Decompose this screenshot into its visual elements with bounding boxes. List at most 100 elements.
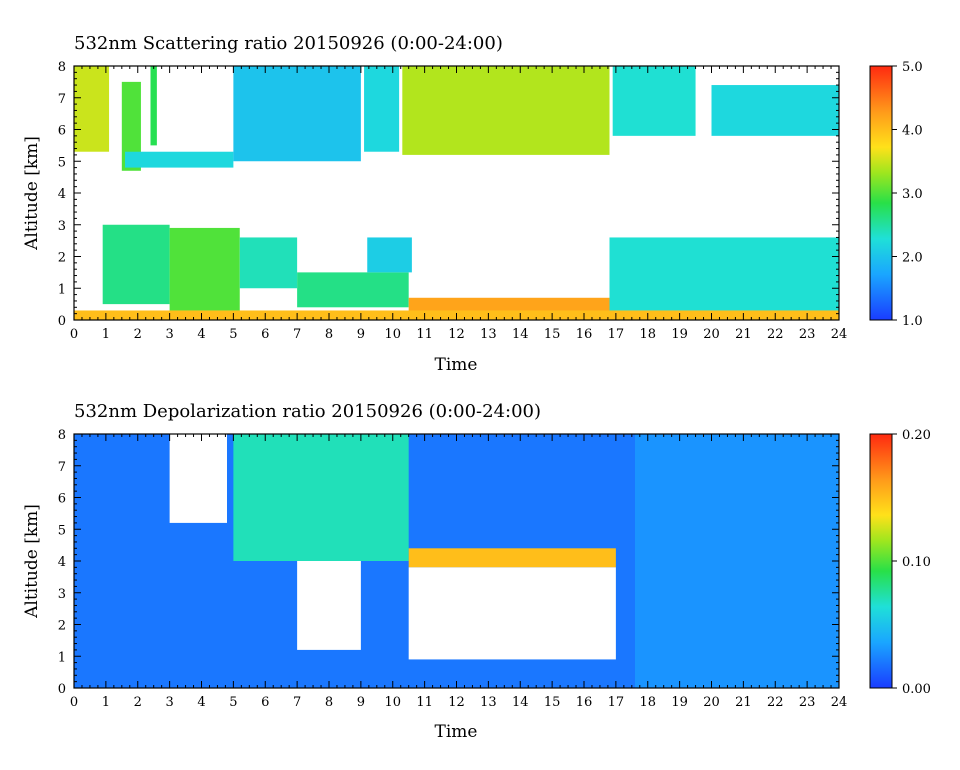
chart2-feature-4 bbox=[297, 561, 361, 650]
y-tick-label: 3 bbox=[58, 587, 66, 602]
x-tick-label: 6 bbox=[261, 327, 269, 342]
x-tick-label: 12 bbox=[448, 695, 465, 710]
colorbar-label: 1.0 bbox=[902, 314, 923, 329]
x-tick-label: 15 bbox=[544, 695, 561, 710]
x-tick-label: 11 bbox=[416, 327, 433, 342]
x-tick-label: 6 bbox=[261, 695, 269, 710]
x-tick-label: 8 bbox=[325, 695, 333, 710]
x-tick-label: 22 bbox=[767, 327, 784, 342]
y-tick-label: 4 bbox=[58, 555, 66, 570]
chart2-colorbar-ticks: 0.20 0.10 0.00 bbox=[892, 428, 931, 697]
x-tick-label: 3 bbox=[165, 695, 173, 710]
chart1-feature-1 bbox=[121, 81, 141, 171]
x-tick-label: 22 bbox=[767, 695, 784, 710]
x-tick-label: 21 bbox=[735, 327, 752, 342]
chart1-feature-4 bbox=[233, 66, 361, 162]
colorbar-label: 0.20 bbox=[902, 428, 931, 443]
y-tick-label: 8 bbox=[58, 428, 66, 443]
x-tick-label: 8 bbox=[325, 327, 333, 342]
x-tick-label: 9 bbox=[357, 695, 365, 710]
chart1-colorbar bbox=[869, 65, 893, 321]
chart1-colorbar-ticks: 5.0 4.0 3.0 2.0 1.0 bbox=[892, 60, 923, 329]
chart2-feature-7 bbox=[635, 434, 839, 688]
x-tick-label: 19 bbox=[671, 327, 688, 342]
x-tick-label: 20 bbox=[703, 327, 720, 342]
x-tick-label: 13 bbox=[480, 695, 497, 710]
x-tick-label: 20 bbox=[703, 695, 720, 710]
colorbar-label: 3.0 bbox=[902, 187, 923, 202]
y-tick-label: 0 bbox=[58, 682, 66, 697]
y-tick-label: 5 bbox=[58, 523, 66, 538]
x-tick-label: 14 bbox=[512, 327, 529, 342]
chart1-xaxis: 0 1 2 3 4 5 6 7 8 9 10 11 12 13 14 15 16 17 18 19 20 21 22 23 24 bbox=[70, 66, 847, 342]
x-tick-label: 19 bbox=[671, 695, 688, 710]
chart1-yaxis: 0 1 2 3 4 5 6 7 8 bbox=[58, 60, 839, 329]
chart1-feature-10 bbox=[169, 227, 240, 311]
x-tick-label: 14 bbox=[512, 695, 529, 710]
y-tick-label: 3 bbox=[58, 219, 66, 234]
y-tick-label: 5 bbox=[58, 155, 66, 170]
x-tick-label: 15 bbox=[544, 327, 561, 342]
chart1-title: 532nm Scattering ratio 20150926 (0:00-24… bbox=[74, 33, 503, 54]
chart2-xlabel: Time bbox=[435, 722, 478, 742]
chart1-plot bbox=[74, 66, 839, 320]
chart1-ylabel: Altitude [km] bbox=[22, 136, 42, 251]
y-tick-label: 8 bbox=[58, 60, 66, 75]
x-tick-label: 23 bbox=[799, 695, 816, 710]
chart1-feature-8 bbox=[711, 85, 839, 136]
colorbar-label: 0.10 bbox=[902, 555, 931, 570]
x-tick-label: 5 bbox=[229, 695, 237, 710]
chart2-colorbar bbox=[869, 433, 893, 689]
x-tick-label: 17 bbox=[608, 695, 625, 710]
chart1-feature-5 bbox=[364, 66, 400, 152]
colorbar-label: 4.0 bbox=[902, 124, 923, 139]
chart2-feature-2 bbox=[408, 548, 616, 568]
x-tick-label: 10 bbox=[384, 327, 401, 342]
y-tick-label: 6 bbox=[58, 124, 66, 139]
colorbar-label: 0.00 bbox=[902, 682, 931, 697]
colorbar-label: 2.0 bbox=[902, 251, 923, 266]
x-tick-label: 1 bbox=[102, 695, 110, 710]
x-tick-label: 11 bbox=[416, 695, 433, 710]
x-tick-label: 18 bbox=[639, 327, 656, 342]
chart2-ylabel: Altitude [km] bbox=[22, 504, 42, 619]
chart1-feature-15 bbox=[609, 237, 839, 311]
x-tick-label: 23 bbox=[799, 327, 816, 342]
x-tick-label: 10 bbox=[384, 695, 401, 710]
x-tick-label: 24 bbox=[831, 695, 848, 710]
chart2-feature-5 bbox=[169, 434, 227, 523]
chart2-feature-1 bbox=[233, 434, 409, 561]
x-tick-label: 2 bbox=[134, 695, 142, 710]
chart1-feature-6 bbox=[402, 66, 610, 155]
x-tick-label: 16 bbox=[576, 695, 593, 710]
chart1-feature-3 bbox=[125, 151, 234, 168]
x-tick-label: 9 bbox=[357, 327, 365, 342]
chart1-feature-0 bbox=[74, 66, 110, 152]
y-tick-label: 1 bbox=[58, 282, 66, 297]
chart2-xaxis: 0 1 2 3 4 5 6 7 8 9 10 11 12 13 14 15 16 17 18 19 20 21 22 23 24 bbox=[70, 434, 847, 710]
chart2-feature-3 bbox=[408, 567, 616, 660]
x-tick-label: 1 bbox=[102, 327, 110, 342]
x-tick-label: 0 bbox=[70, 695, 78, 710]
x-tick-label: 18 bbox=[639, 695, 656, 710]
x-tick-label: 2 bbox=[134, 327, 142, 342]
x-tick-label: 0 bbox=[70, 327, 78, 342]
x-tick-label: 7 bbox=[293, 327, 301, 342]
chart2-title: 532nm Depolarization ratio 20150926 (0:0… bbox=[74, 401, 541, 422]
chart1-feature-9 bbox=[102, 224, 170, 305]
x-tick-label: 3 bbox=[165, 327, 173, 342]
x-tick-label: 12 bbox=[448, 327, 465, 342]
chart1-feature-13 bbox=[367, 237, 412, 273]
chart1-feature-7 bbox=[612, 66, 696, 136]
chart1-feature-12 bbox=[297, 272, 409, 308]
chart1-feature-14 bbox=[408, 297, 616, 314]
chart1-feature-11 bbox=[239, 237, 298, 289]
x-tick-label: 16 bbox=[576, 327, 593, 342]
x-tick-label: 24 bbox=[831, 327, 848, 342]
x-tick-label: 7 bbox=[293, 695, 301, 710]
chart2-plot bbox=[74, 434, 839, 688]
chart1-feature-2 bbox=[150, 66, 157, 146]
x-tick-label: 4 bbox=[197, 695, 205, 710]
y-tick-label: 7 bbox=[58, 92, 66, 107]
